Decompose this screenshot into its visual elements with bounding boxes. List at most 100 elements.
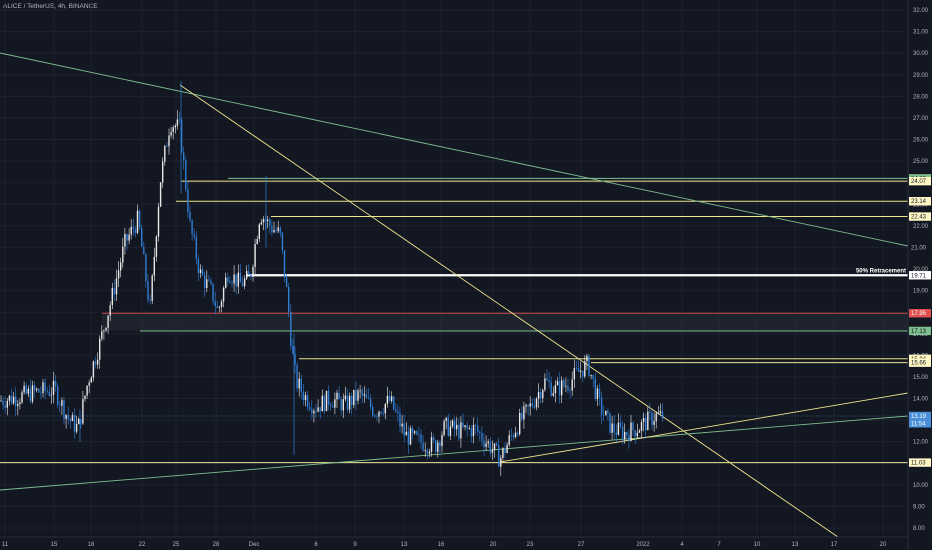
candle-body bbox=[456, 424, 458, 430]
candle-body bbox=[33, 385, 36, 391]
candle-body bbox=[300, 378, 302, 392]
x-tick-label: 9 bbox=[353, 542, 357, 548]
candle-body bbox=[395, 409, 397, 412]
candle-body bbox=[65, 414, 67, 419]
candle-body bbox=[470, 428, 473, 437]
candle-body bbox=[544, 378, 546, 390]
candle-body bbox=[575, 368, 578, 369]
x-tick-label: 10 bbox=[754, 542, 761, 548]
x-tick-label: 22 bbox=[139, 542, 146, 548]
y-tick-label: 25.00 bbox=[913, 159, 929, 165]
candle-body bbox=[124, 233, 126, 247]
candle-body bbox=[359, 390, 361, 392]
candle-body bbox=[231, 282, 233, 284]
price-tag-label: 17.95 bbox=[911, 311, 927, 317]
y-tick-label: 30.00 bbox=[913, 51, 929, 57]
candle-body bbox=[321, 395, 323, 412]
candle-body bbox=[514, 432, 517, 438]
price-tag-bg bbox=[909, 271, 931, 280]
candle-body bbox=[468, 428, 470, 429]
x-tick-label: 13 bbox=[792, 542, 799, 548]
candle-body bbox=[283, 250, 286, 278]
candle-body bbox=[111, 287, 113, 306]
candle-body bbox=[418, 434, 420, 436]
candle-body bbox=[96, 359, 99, 365]
candle-body bbox=[54, 380, 57, 387]
price-tag-label: 15.66 bbox=[911, 361, 927, 367]
x-tick-label: 23 bbox=[527, 542, 534, 548]
candle-body bbox=[164, 145, 166, 162]
candle-body bbox=[516, 432, 519, 435]
x-tick-label: 28 bbox=[213, 542, 220, 548]
price-tag-bg bbox=[909, 411, 931, 421]
candle-body bbox=[2, 400, 4, 405]
candle-body bbox=[153, 256, 155, 276]
range-zone bbox=[102, 313, 908, 331]
annotation-label: 50% Retracement bbox=[856, 268, 906, 274]
price-tag-bg bbox=[909, 212, 931, 221]
price-tag-label: 24.07 bbox=[911, 179, 927, 185]
candle-body bbox=[311, 409, 313, 414]
x-tick-label: 6 bbox=[314, 542, 318, 548]
candle-body bbox=[651, 412, 653, 425]
candle-body bbox=[254, 243, 256, 267]
candle-body bbox=[554, 385, 557, 394]
candle-body bbox=[479, 431, 481, 433]
candle-body bbox=[147, 281, 149, 301]
trendline-descending-green bbox=[0, 52, 909, 247]
y-tick-label: 19.00 bbox=[913, 289, 929, 295]
candle-body bbox=[636, 432, 638, 437]
candle-body bbox=[78, 418, 80, 425]
candle-body bbox=[600, 397, 603, 415]
candle-body bbox=[19, 402, 21, 405]
symbol-label[interactable]: ALICE / TetherUS bbox=[3, 3, 55, 10]
candle-body bbox=[384, 403, 386, 414]
candle-body bbox=[351, 395, 353, 406]
candle-body bbox=[12, 396, 15, 404]
candle-body bbox=[521, 413, 523, 420]
candle-body bbox=[369, 398, 372, 407]
y-tick-label: 31.00 bbox=[913, 30, 929, 36]
candle-body bbox=[50, 394, 53, 396]
candle-body bbox=[285, 277, 288, 288]
candle-body bbox=[569, 390, 571, 392]
candle-body bbox=[180, 119, 183, 153]
candle-body bbox=[432, 437, 435, 441]
candle-body bbox=[166, 145, 168, 147]
candle-body bbox=[424, 450, 426, 452]
candle-body bbox=[174, 125, 176, 128]
candle-body bbox=[388, 395, 391, 401]
candle-body bbox=[357, 390, 359, 401]
candle-body bbox=[191, 220, 193, 235]
candle-body bbox=[439, 442, 441, 447]
candle-body bbox=[330, 404, 332, 407]
price-tag-bg bbox=[909, 358, 931, 367]
candle-body bbox=[159, 182, 162, 207]
candle-body bbox=[464, 425, 466, 428]
candle-body bbox=[529, 403, 531, 407]
candle-body bbox=[657, 413, 659, 414]
candle-body bbox=[281, 232, 284, 251]
candle-body bbox=[485, 443, 487, 447]
y-tick-label: 10.00 bbox=[913, 483, 929, 489]
candle-body bbox=[21, 392, 23, 403]
candle-body bbox=[237, 272, 239, 287]
trendline-ascending-yellow bbox=[499, 392, 909, 463]
candle-body bbox=[411, 428, 414, 433]
candle-body bbox=[113, 287, 116, 295]
candle-body bbox=[138, 210, 141, 229]
candle-body bbox=[212, 283, 214, 302]
candle-body bbox=[151, 275, 153, 301]
candle-body bbox=[624, 431, 626, 440]
candle-body bbox=[317, 407, 319, 412]
candle-body bbox=[304, 395, 307, 401]
candle-body bbox=[279, 227, 281, 233]
candle-body bbox=[508, 435, 510, 445]
candle-body bbox=[38, 388, 40, 393]
candle-body bbox=[523, 406, 525, 420]
candle-body bbox=[445, 417, 447, 422]
x-axis-ticks: 11 15 18 22 25 28 Dec 6 9 13 16 20 23 27 2022 4 7 10 13 17 2… bbox=[2, 542, 887, 548]
candle-body bbox=[107, 315, 109, 328]
interval-label[interactable]: 4h bbox=[57, 3, 66, 10]
